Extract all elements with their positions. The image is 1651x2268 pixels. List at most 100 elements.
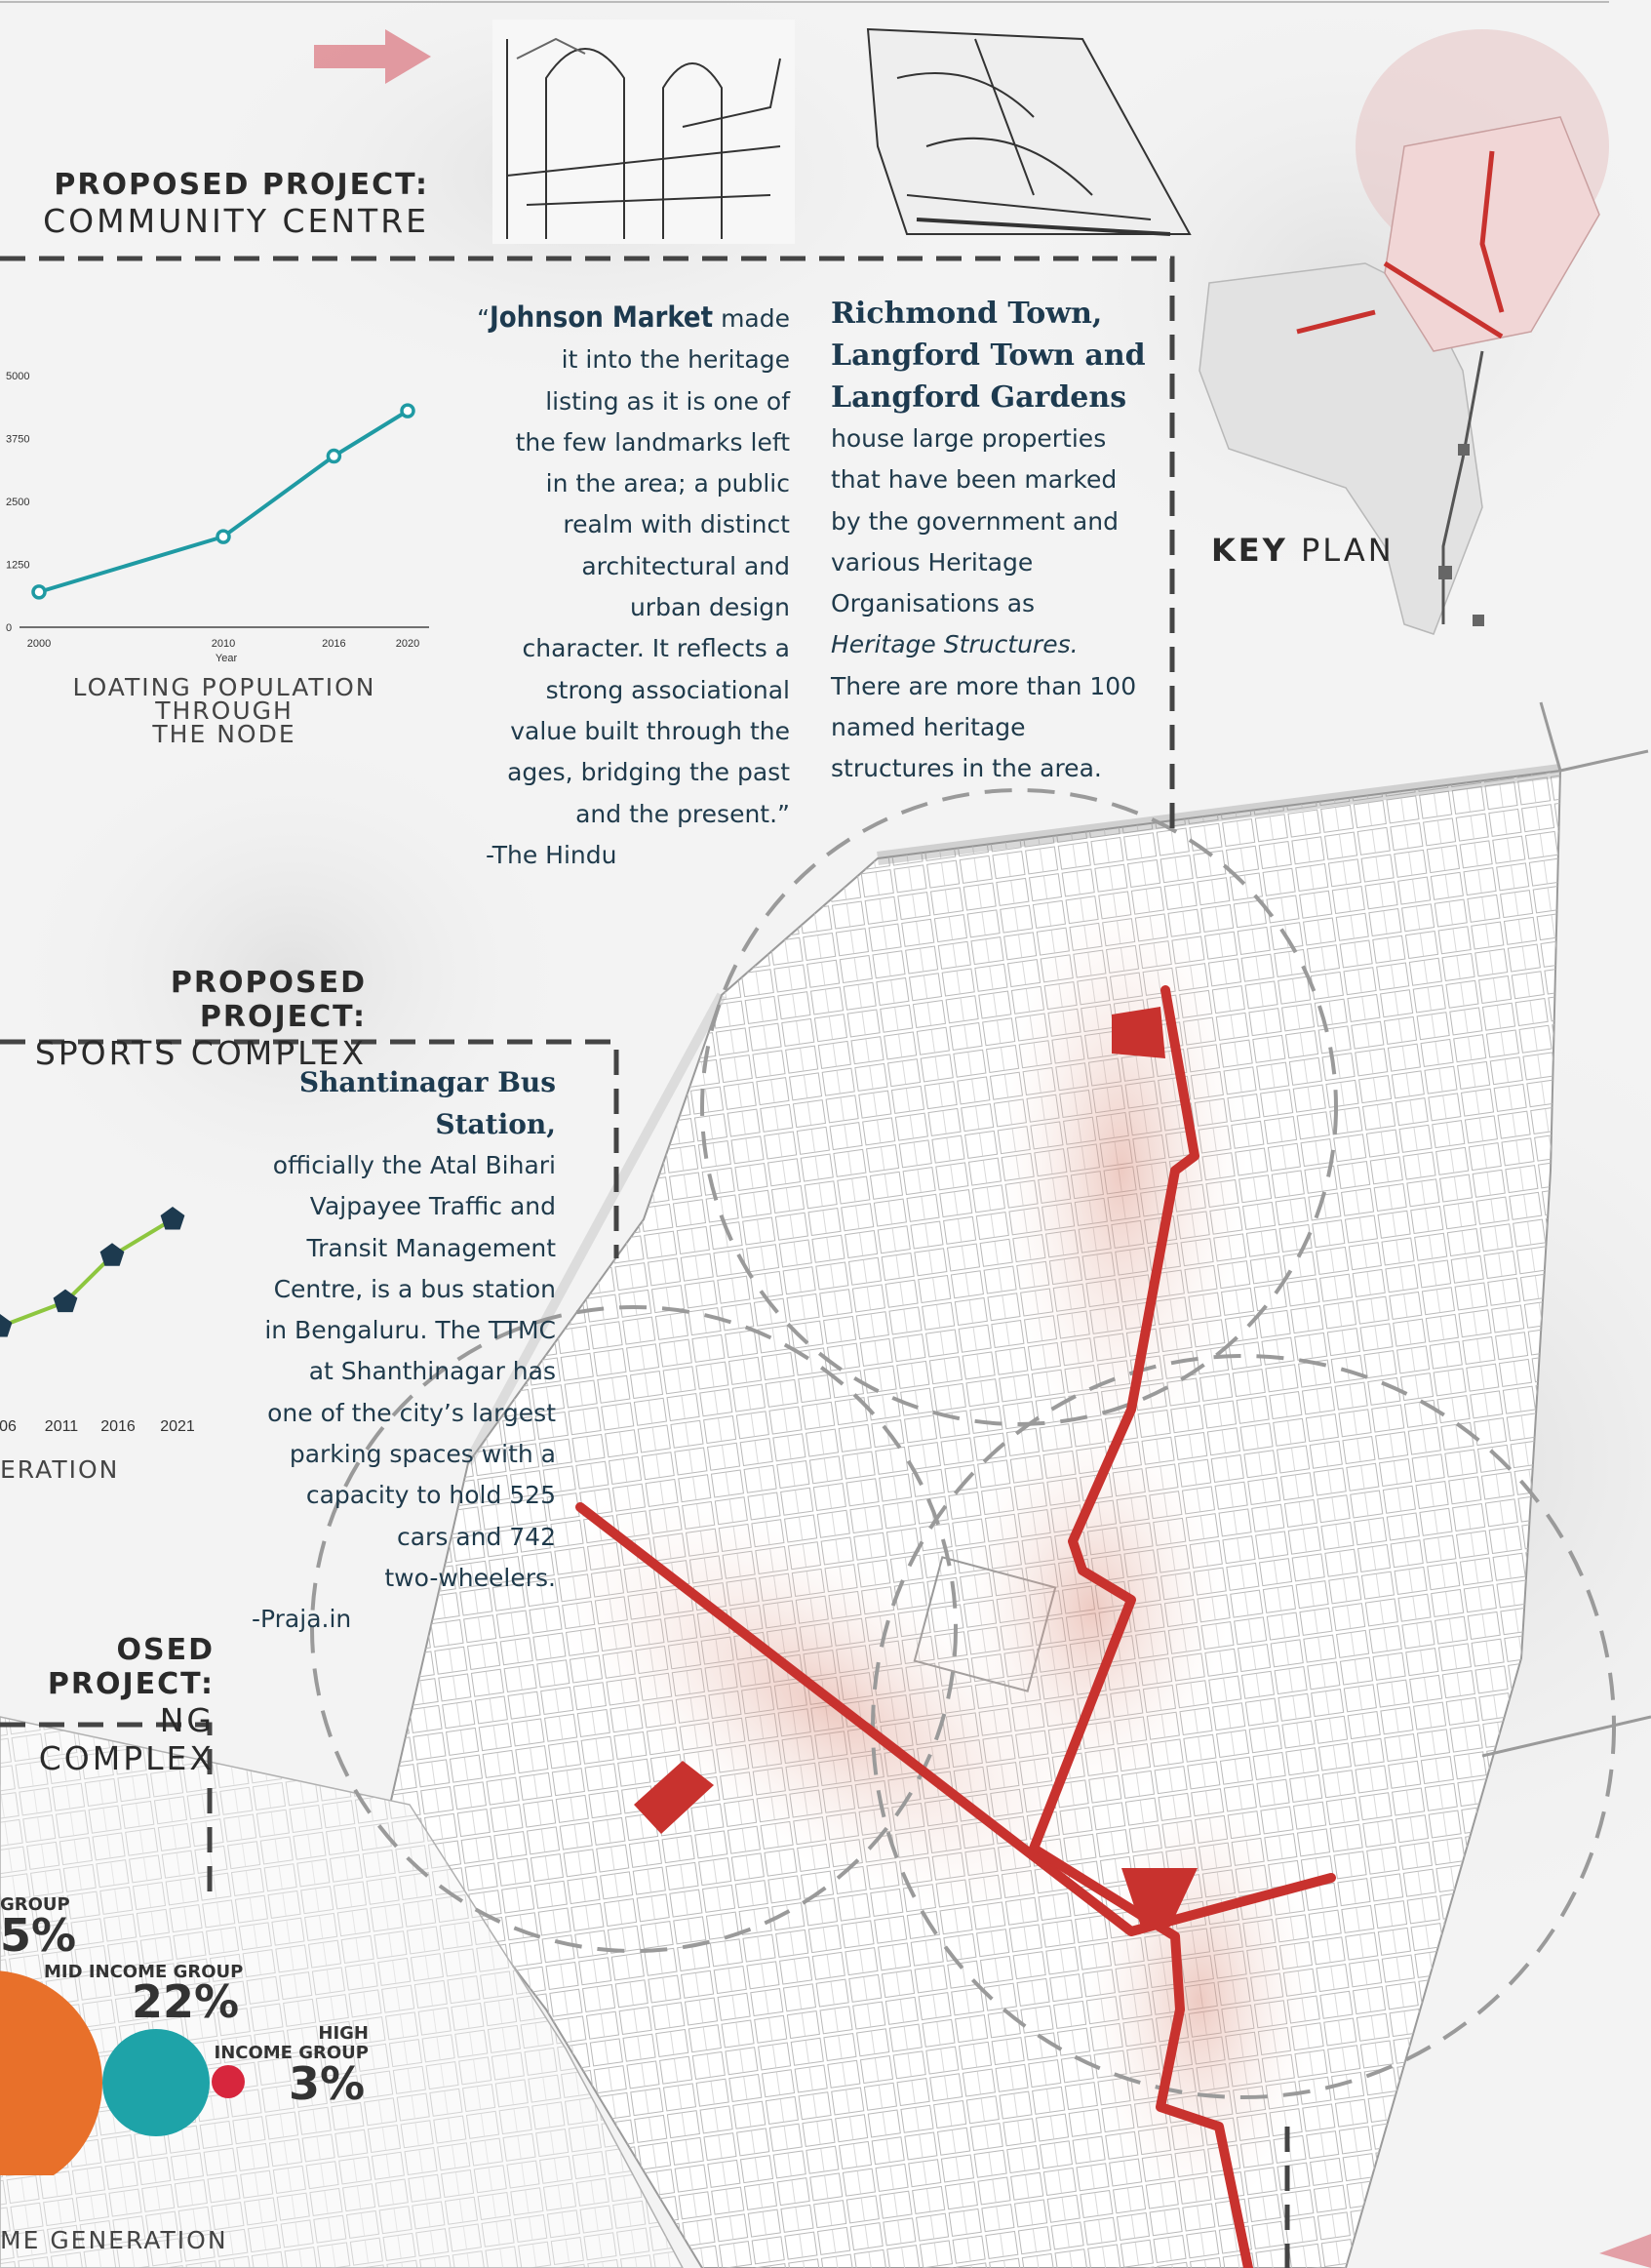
income-caption: ME GENERATION — [0, 2226, 228, 2254]
shantinagar-line: two-wheelers. — [384, 1563, 556, 1592]
richmond-line: named heritage — [831, 713, 1026, 742]
generation-point — [99, 1243, 125, 1266]
population-line-chart: 0 1250 2500 3750 5000 2000 2010 2016 2020 Year — [6, 371, 429, 664]
shantinagar-bus-station-text: Shantinagar Bus Station, officially the … — [226, 1061, 556, 1641]
proposed-project-kicker: PROPOSED PROJECT: — [170, 966, 367, 1034]
bubble-value-mid: 22% — [132, 1975, 239, 2028]
generation-line-chart: 06 2011 2016 2021 — [0, 1207, 195, 1435]
x-tick-label: 2020 — [396, 638, 419, 650]
bubble-label-high-1: HIGH — [318, 2023, 369, 2044]
bubble-value-high: 3% — [289, 2057, 365, 2110]
proposed-project-name: COMMUNITY CENTRE — [43, 202, 429, 240]
y-tick-label: 3750 — [6, 434, 29, 446]
bubble-value-low: 5% — [0, 1909, 76, 1962]
key-plan-bold: KEY — [1211, 532, 1288, 569]
quote-line: it into the heritage — [561, 345, 790, 375]
generation-point — [0, 1314, 13, 1337]
richmond-line: various Heritage — [831, 547, 1034, 577]
proposed-project-kicker: OSED PROJECT: — [47, 1633, 215, 1701]
richmond-heading-line: Langford Gardens — [831, 380, 1127, 415]
quote-line: value built through the — [510, 716, 790, 745]
proposed-complex-heading: OSED PROJECT: NG COMPLEX — [0, 1633, 215, 1777]
quote-line: realm with distinct — [563, 510, 790, 539]
population-point — [216, 529, 231, 544]
generation-point — [53, 1289, 78, 1313]
richmond-line: structures in the area. — [831, 754, 1102, 783]
quote-title: Johnson Market — [490, 300, 714, 334]
shantinagar-title: Shantinagar Bus Station, — [298, 1066, 556, 1140]
quote-line: strong associational — [545, 675, 790, 704]
generation-caption: ERATION — [0, 1455, 120, 1484]
x-tick-label: 2010 — [212, 638, 235, 650]
x-tick-label: 06 — [0, 1418, 17, 1435]
richmond-heading-line: Richmond Town, — [831, 297, 1103, 331]
income-bubble-chart: GROUP 5% MID INCOME GROUP 22% HIGH INCOM… — [0, 1894, 370, 2175]
quote-first-line: “Johnson Market made — [458, 297, 790, 339]
population-point — [400, 403, 415, 418]
shantinagar-line: one of the city’s largest — [267, 1398, 556, 1427]
quote-line: architectural and — [581, 551, 790, 580]
richmond-heritage-text: Richmond Town, Langford Town and Langfor… — [831, 293, 1162, 790]
key-plan-label: KEY PLAN — [1211, 532, 1395, 569]
proposed-sports-complex-heading: PROPOSED PROJECT: SPORTS COMPLEX — [0, 966, 367, 1072]
richmond-line: by the government and — [831, 506, 1119, 536]
generation-point — [160, 1207, 185, 1230]
project-sites — [634, 1007, 1198, 1927]
population-point — [326, 448, 342, 464]
proposed-project-name: NG COMPLEX — [38, 1701, 215, 1777]
quote-line: urban design — [629, 593, 790, 622]
shantinagar-line: parking spaces with a — [289, 1440, 556, 1469]
richmond-italic-line: Heritage Structures. — [831, 630, 1079, 659]
y-tick-label: 5000 — [6, 371, 29, 382]
quote-first-word: made — [721, 304, 790, 333]
x-tick-label: 2016 — [322, 638, 345, 650]
key-plan-map — [1199, 29, 1609, 635]
shantinagar-line: officially the Atal Bihari — [272, 1151, 556, 1179]
heritage-sketch-left — [492, 20, 795, 244]
text-frames — [0, 256, 1290, 2268]
x-tick-label: 2021 — [160, 1418, 195, 1435]
richmond-line: There are more than 100 — [831, 671, 1137, 700]
x-tick-label: 2000 — [27, 638, 51, 650]
quote-line: character. It reflects a — [522, 634, 790, 663]
johnson-market-quote: “Johnson Market made it into the heritag… — [458, 297, 790, 876]
y-tick-label: 1250 — [6, 560, 29, 572]
heritage-sketch-right — [866, 27, 1192, 236]
bubble-low-income — [0, 1970, 102, 2175]
bubble-mid-income — [102, 2029, 210, 2136]
richmond-line: house large properties — [831, 424, 1107, 453]
richmond-line: Organisations as — [831, 589, 1036, 618]
shantinagar-line: Vajpayee Traffic and — [309, 1192, 556, 1221]
bubble-label-low: GROUP — [0, 1894, 70, 1915]
quote-line: listing as it is one of — [545, 386, 790, 416]
caption-line-1: LOATING POPULATION THROUGH — [72, 673, 376, 725]
shantinagar-line: Centre, is a bus station — [273, 1274, 556, 1303]
pink-arrow-top — [314, 29, 431, 84]
richmond-line: that have been marked — [831, 465, 1118, 495]
x-tick-label: 2011 — [45, 1418, 79, 1435]
x-tick-label: 2016 — [100, 1418, 136, 1435]
proposed-project-kicker: PROPOSED PROJECT: — [54, 168, 429, 202]
shantinagar-source: -Praja.in — [252, 1605, 352, 1634]
bubble-label-mid: MID INCOME GROUP — [44, 1962, 243, 1982]
bubble-high-income — [212, 2065, 245, 2098]
quote-line: the few landmarks left — [515, 427, 790, 457]
shantinagar-line: capacity to hold 525 — [305, 1481, 556, 1510]
population-chart-caption: LOATING POPULATION THROUGH THE NODE — [0, 673, 449, 748]
bubble-label-high-2: INCOME GROUP — [215, 2043, 370, 2063]
key-plan-rest: PLAN — [1301, 532, 1395, 569]
quote-source: -The Hindu — [486, 840, 617, 869]
proposed-route — [575, 985, 1336, 2268]
quote-line: and the present.” — [575, 799, 790, 828]
richmond-heading-line: Langford Town and — [831, 338, 1146, 373]
shantinagar-line: in Bengaluru. The TTMC — [264, 1316, 556, 1345]
generation-series-line — [0, 1217, 175, 1329]
shantinagar-line: at Shanthinagar has — [308, 1357, 556, 1386]
quote-line: ages, bridging the past — [507, 758, 790, 787]
x-axis-label: Year — [216, 653, 238, 664]
proposed-project-name: SPORTS COMPLEX — [34, 1034, 367, 1072]
shantinagar-line: cars and 742 — [396, 1522, 556, 1551]
shantinagar-line: Transit Management — [306, 1233, 556, 1262]
caption-line-2: THE NODE — [152, 720, 296, 748]
y-tick-label: 2500 — [6, 497, 29, 508]
